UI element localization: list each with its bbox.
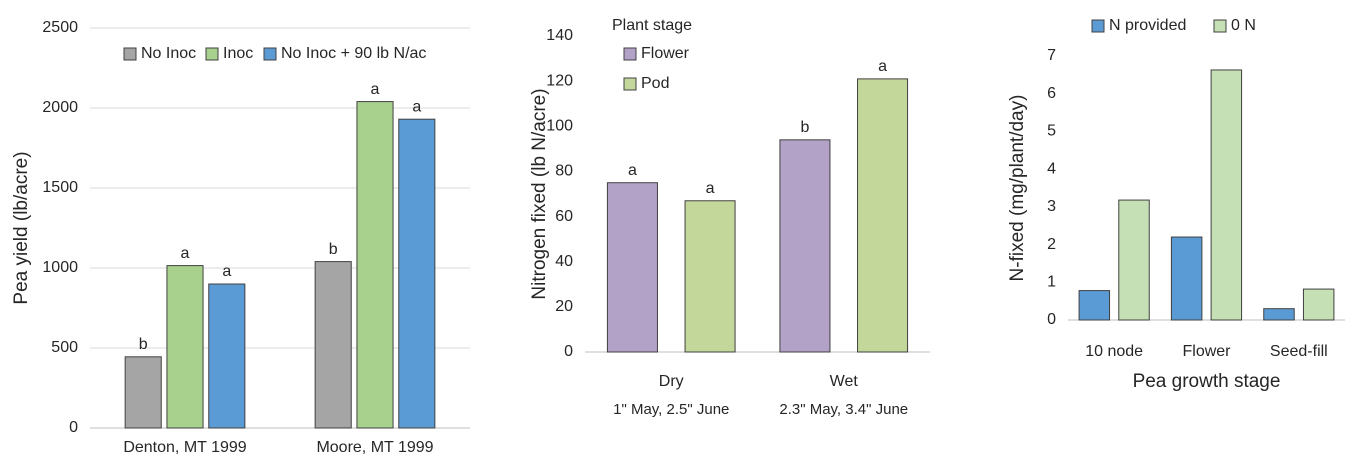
bar-letter: a [628,162,637,179]
bar [166,265,204,429]
legend-swatch [1091,19,1105,33]
x-tick-label: Denton, MT 1999 [123,439,246,456]
y-tick-label: 0 [1047,311,1056,328]
bar [1170,236,1203,321]
bar [398,118,436,429]
bar-letter: b [139,336,148,353]
y-tick-label: 80 [555,163,573,180]
bar [208,283,246,429]
y-axis-label: Pea yield (lb/acre) [11,151,32,304]
bar [356,101,394,429]
y-tick-label: 1000 [42,259,78,276]
y-tick-label: 1500 [42,179,78,196]
y-tick-label: 0 [69,419,78,436]
bar-letter: a [222,263,231,280]
bar-letter: b [329,241,338,258]
y-tick-label: 2000 [42,99,78,116]
legend-label: Flower [641,45,690,62]
x-axis-label: Pea growth stage [1133,371,1281,392]
bar [684,200,736,353]
bar-letter: a [371,81,380,98]
legend-swatch [1213,19,1227,33]
x-tick-label: Wet [830,373,859,390]
y-tick-label: 7 [1047,47,1056,64]
x-tick-label: Moore, MT 1999 [316,439,433,456]
bar-letter: b [800,119,809,136]
bar [314,261,352,429]
x-tick-note: 1" May, 2.5" June [613,401,729,418]
legend-swatch [205,47,219,61]
legend-swatch [623,77,637,91]
y-tick-label: 0 [564,343,573,360]
y-tick-label: 40 [555,253,573,270]
y-tick-label: 120 [546,72,573,89]
bar [124,356,162,429]
y-tick-label: 2500 [42,19,78,36]
bar [606,182,658,353]
bar [1263,308,1295,321]
y-tick-label: 6 [1047,85,1056,102]
bar [857,78,909,353]
bar [779,139,831,353]
y-tick-label: 500 [51,339,78,356]
y-tick-label: 20 [555,298,573,315]
y-tick-label: 140 [546,27,573,44]
bar-letter: a [878,58,887,75]
y-tick-label: 100 [546,118,573,135]
x-tick-label: Dry [659,373,684,390]
legend-label: 0 N [1231,17,1256,34]
legend-title: Plant stage [612,17,692,34]
y-tick-label: 4 [1047,160,1056,177]
y-tick-label: 3 [1047,198,1056,215]
legend-swatch [123,47,137,61]
legend-swatch [623,47,637,61]
y-tick-label: 60 [555,208,573,225]
y-axis-label: Nitrogen fixed (lb N/acre) [529,88,550,299]
legend-label: No Inoc [141,45,196,62]
legend-label: N provided [1109,17,1186,34]
y-tick-label: 5 [1047,123,1056,140]
x-tick-label: Seed-fill [1270,343,1328,360]
y-tick-label: 1 [1047,274,1056,291]
bar-letter: a [181,245,190,262]
bar [1210,69,1243,321]
bar-letter: a [412,98,421,115]
legend-label: No Inoc + 90 lb N/ac [281,45,426,62]
x-tick-label: 10 node [1085,343,1143,360]
legend-swatch [263,47,277,61]
y-tick-label: 2 [1047,236,1056,253]
legend-label: Pod [641,75,669,92]
bar [1302,288,1335,321]
legend-label: Inoc [223,45,253,62]
bar [1078,290,1111,321]
bar [1118,199,1150,321]
y-axis-label: N-fixed (mg/plant/day) [1007,95,1028,282]
x-tick-label: Flower [1182,343,1231,360]
bar-letter: a [706,180,715,197]
x-tick-note: 2.3" May, 3.4" June [779,401,908,418]
